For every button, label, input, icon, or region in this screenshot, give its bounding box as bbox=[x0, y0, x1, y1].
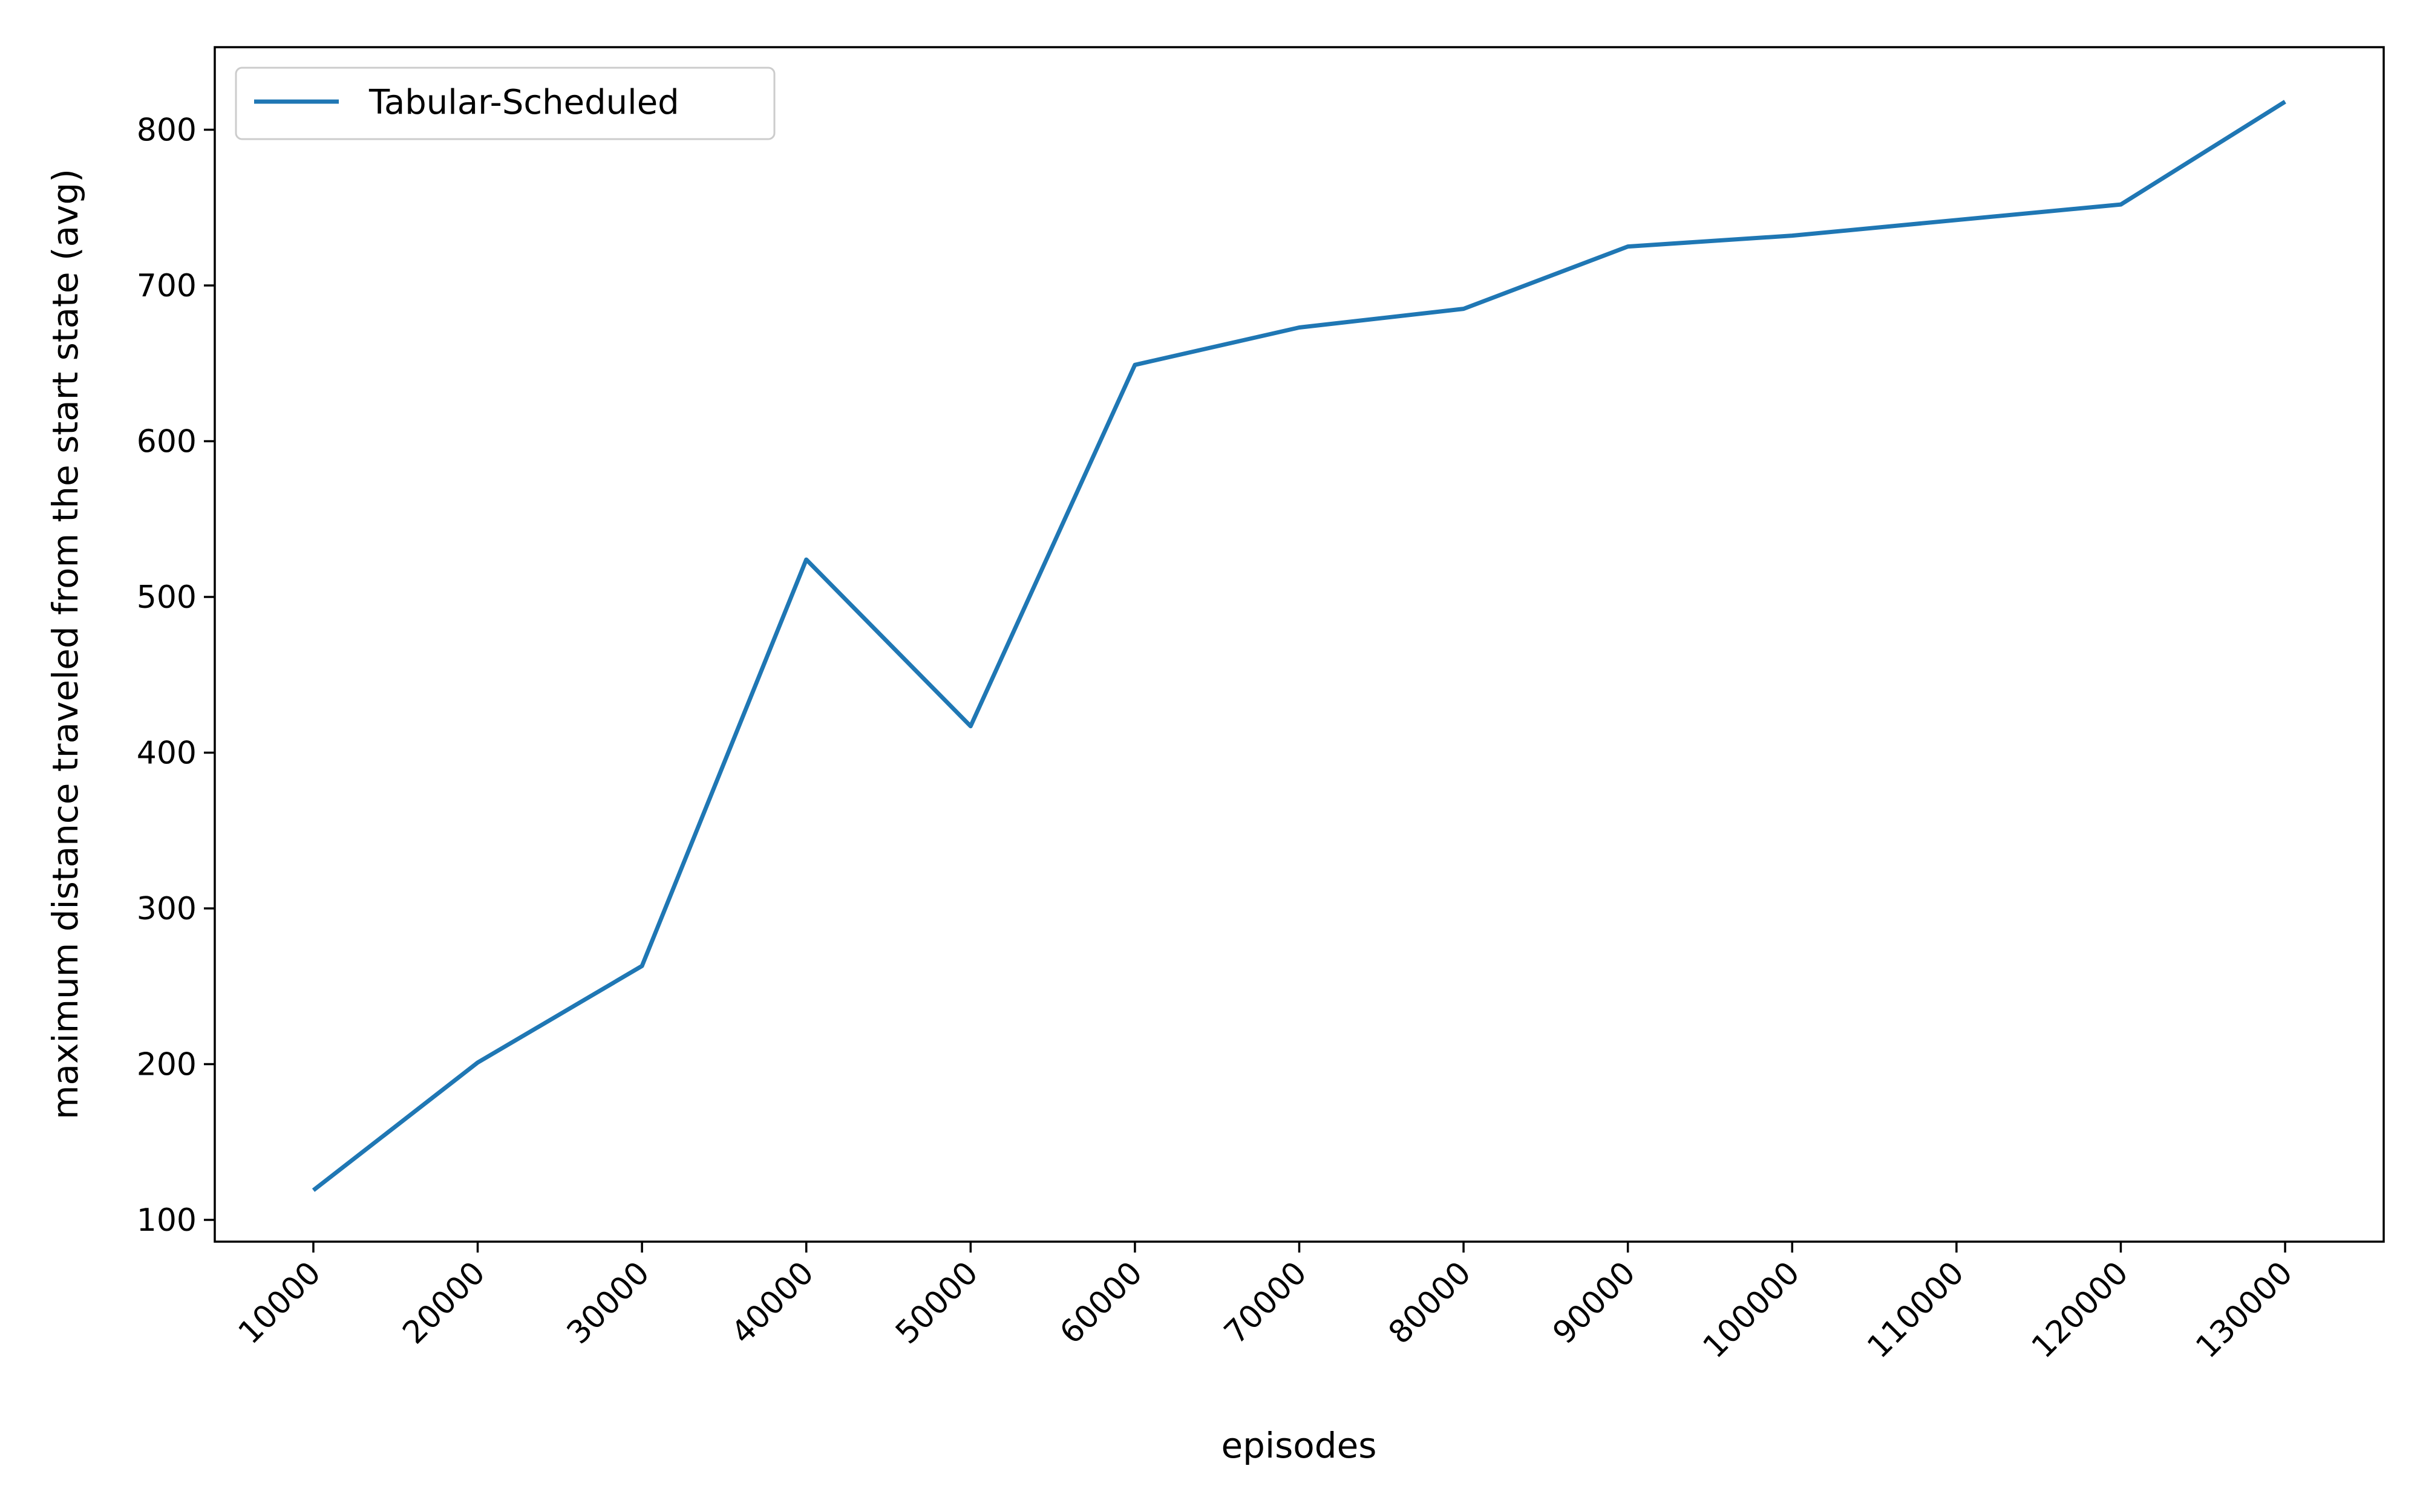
x-axis-label: episodes bbox=[1221, 1425, 1376, 1466]
y-tick-label: 500 bbox=[137, 579, 197, 616]
legend-box bbox=[235, 67, 776, 140]
y-tick-label: 200 bbox=[137, 1046, 197, 1083]
y-tick-label: 100 bbox=[137, 1202, 197, 1239]
y-tick-label: 600 bbox=[137, 423, 197, 460]
series-line-tabular-scheduled bbox=[312, 100, 2286, 1192]
y-tick-label: 800 bbox=[137, 112, 197, 148]
plot-area-frame bbox=[214, 46, 2385, 1243]
legend: Tabular-Scheduled bbox=[235, 67, 776, 140]
y-tick-label: 300 bbox=[137, 891, 197, 927]
y-tick-label: 700 bbox=[137, 268, 197, 304]
legend-label-tabular-scheduled: Tabular-Scheduled bbox=[368, 83, 679, 122]
y-tick-label: 400 bbox=[137, 735, 197, 771]
y-axis-label: maximum distance traveled from the start… bbox=[45, 169, 86, 1119]
